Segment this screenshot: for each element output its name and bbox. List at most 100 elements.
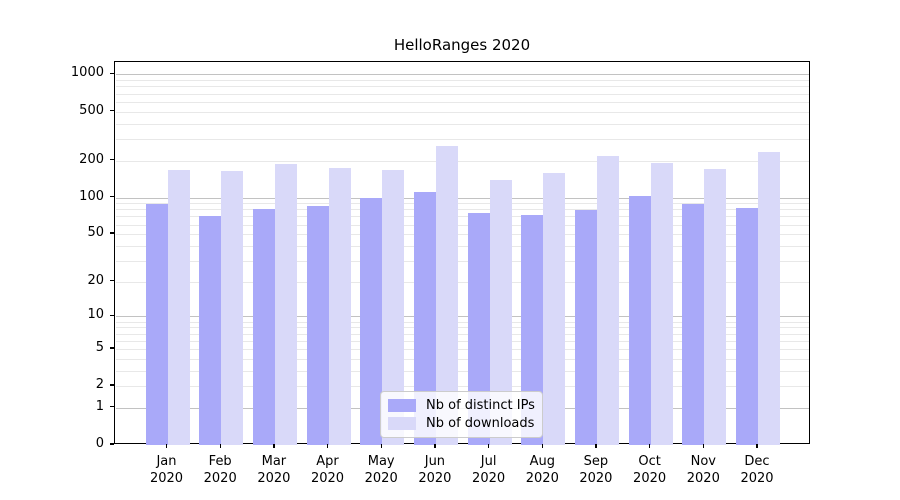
legend-item-distinct-ips: Nb of distinct IPs bbox=[388, 398, 535, 413]
gridline-minor bbox=[116, 216, 809, 218]
x-tick-label: Oct 2020 bbox=[623, 453, 677, 487]
gridline-minor bbox=[116, 333, 809, 335]
y-tick-mark bbox=[110, 443, 114, 445]
gridline-minor bbox=[116, 160, 809, 162]
x-tick-mark bbox=[165, 444, 168, 448]
x-tick-mark bbox=[595, 444, 597, 448]
y-tick-mark bbox=[110, 406, 114, 408]
gridline-minor bbox=[116, 348, 809, 350]
bar-distinct-ips bbox=[467, 212, 490, 445]
x-tick-year: 2020 bbox=[203, 471, 237, 486]
legend-label-distinct-ips: Nb of distinct IPs bbox=[426, 398, 535, 413]
y-tick-label: 100 bbox=[79, 188, 104, 204]
x-tick-year: 2020 bbox=[525, 471, 559, 486]
y-tick-label: 500 bbox=[79, 102, 104, 118]
x-tick-label: Sep 2020 bbox=[569, 453, 623, 487]
bar-downloads bbox=[650, 163, 673, 445]
bar-distinct-ips bbox=[521, 214, 544, 445]
x-tick-month: Mar bbox=[261, 454, 287, 469]
y-tick-label: 5 bbox=[95, 339, 104, 355]
x-tick-year: 2020 bbox=[633, 471, 667, 486]
x-tick-month: Jun bbox=[424, 454, 446, 469]
x-tick-mark bbox=[273, 444, 275, 448]
x-tick-month: Jul bbox=[480, 454, 497, 469]
plot-area bbox=[114, 61, 810, 445]
bar-distinct-ips bbox=[413, 192, 436, 445]
x-tick-label: Jan 2020 bbox=[140, 453, 194, 487]
bar-distinct-ips bbox=[736, 208, 758, 445]
gridline-minor bbox=[116, 101, 809, 103]
gridline-minor bbox=[116, 260, 809, 262]
x-tick-month: Aug bbox=[529, 454, 555, 469]
chart-title: HelloRanges 2020 bbox=[393, 36, 531, 54]
bar-distinct-ips bbox=[145, 203, 168, 445]
bar-distinct-ips bbox=[252, 208, 275, 445]
gridline-minor bbox=[116, 245, 809, 247]
legend-swatch-distinct-ips bbox=[388, 399, 416, 412]
x-tick-label: Jun 2020 bbox=[408, 453, 462, 487]
y-tick-label: 0 bbox=[95, 436, 104, 451]
x-tick-year: 2020 bbox=[579, 471, 613, 486]
gridline-minor bbox=[116, 86, 809, 88]
x-tick-month: Feb bbox=[208, 454, 232, 469]
bar-downloads bbox=[221, 170, 244, 445]
bar-distinct-ips bbox=[199, 215, 222, 445]
x-tick-year: 2020 bbox=[149, 471, 184, 486]
gridline-minor bbox=[116, 340, 809, 342]
y-tick-mark bbox=[110, 195, 114, 198]
y-tick-mark bbox=[110, 280, 114, 282]
x-tick-month: Jan bbox=[156, 454, 177, 469]
gridline-minor bbox=[116, 209, 809, 211]
bar-distinct-ips bbox=[306, 206, 329, 445]
y-tick-label: 50 bbox=[87, 225, 104, 241]
x-tick-label: Jul 2020 bbox=[462, 453, 516, 487]
x-tick-label: May 2020 bbox=[354, 453, 408, 487]
bar-downloads bbox=[543, 172, 566, 445]
gridline-minor bbox=[116, 93, 809, 95]
y-tick-label: 1 bbox=[95, 398, 104, 414]
y-tick-mark bbox=[110, 314, 114, 317]
bar-downloads bbox=[489, 180, 512, 445]
x-tick-month: Sep bbox=[583, 454, 609, 469]
x-tick-month: May bbox=[367, 454, 395, 469]
gridline-minor bbox=[116, 370, 809, 372]
bar-downloads bbox=[274, 163, 297, 445]
x-tick-year: 2020 bbox=[310, 471, 345, 486]
y-tick-mark bbox=[110, 158, 114, 161]
y-tick-mark bbox=[110, 232, 114, 234]
gridline-minor bbox=[116, 80, 809, 82]
x-tick-month: Apr bbox=[316, 454, 339, 469]
gridline-minor bbox=[116, 358, 809, 360]
x-tick-year: 2020 bbox=[364, 471, 398, 486]
gridline-minor bbox=[116, 224, 809, 226]
x-tick-year: 2020 bbox=[740, 471, 774, 486]
gridline-minor bbox=[116, 111, 809, 113]
x-tick-mark bbox=[541, 444, 543, 448]
y-tick-label: 200 bbox=[79, 151, 104, 167]
y-tick-mark bbox=[110, 347, 114, 349]
y-tick-mark bbox=[110, 72, 114, 75]
gridline-minor bbox=[116, 234, 809, 236]
gridline-major bbox=[116, 74, 809, 76]
x-tick-mark bbox=[487, 444, 490, 448]
bar-downloads bbox=[435, 145, 458, 445]
legend: Nb of distinct IPs Nb of downloads bbox=[380, 391, 543, 438]
x-tick-year: 2020 bbox=[418, 471, 452, 486]
y-tick-label: 20 bbox=[87, 272, 104, 288]
bar-downloads bbox=[382, 169, 405, 445]
bar-downloads bbox=[758, 151, 780, 445]
gridline-minor bbox=[116, 203, 809, 205]
x-tick-label: Nov 2020 bbox=[676, 453, 730, 487]
legend-swatch-downloads bbox=[388, 417, 416, 430]
x-tick-label: Aug 2020 bbox=[515, 453, 569, 487]
bar-distinct-ips bbox=[360, 198, 383, 445]
legend-label-downloads: Nb of downloads bbox=[426, 416, 535, 431]
bar-downloads bbox=[704, 168, 727, 445]
gridline-minor bbox=[116, 138, 809, 140]
gridline-minor bbox=[116, 123, 809, 125]
bar-downloads bbox=[328, 167, 351, 445]
x-tick-mark bbox=[326, 444, 329, 448]
x-tick-month: Dec bbox=[744, 454, 770, 469]
x-tick-mark bbox=[648, 444, 651, 448]
